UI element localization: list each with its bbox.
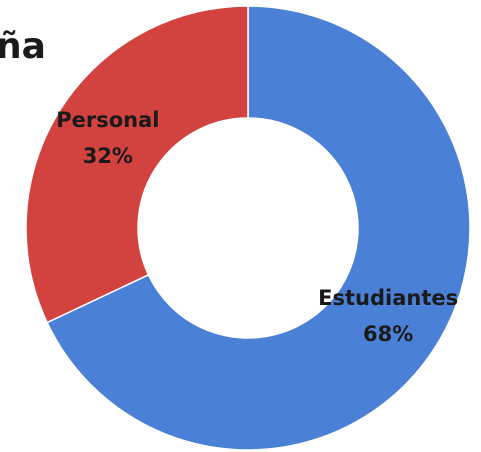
slice [46,5,471,451]
slice-category-label: Personal [56,108,159,132]
slices [25,5,471,451]
slice-category-label: Estudiantes [318,286,458,310]
slice [25,5,249,324]
slice-value-label: 32% [83,144,133,168]
slice-value-label: 68% [363,322,413,346]
chart-title: ña [0,26,46,67]
